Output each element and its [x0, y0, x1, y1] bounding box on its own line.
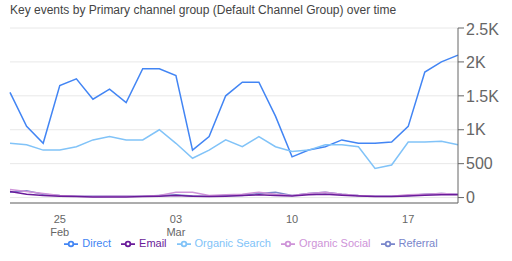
svg-text:25Feb: 25Feb [50, 213, 69, 238]
svg-text:0: 0 [466, 189, 475, 206]
svg-text:2K: 2K [466, 54, 486, 71]
html-text:Direct: Direct [82, 237, 111, 249]
svg-text:03Mar: 03Mar [166, 213, 185, 238]
svg-text:17: 17 [402, 213, 414, 225]
html-text:Key events by Primary channel: Key events by Primary channel group (Def… [10, 3, 397, 17]
html-text:Organic Search: Organic Search [194, 237, 271, 249]
svg-text:10: 10 [286, 213, 298, 225]
html-text:Email: Email [139, 237, 167, 249]
html-text:Referral: Referral [398, 237, 438, 249]
svg-text:1.5K: 1.5K [466, 88, 499, 105]
svg-text:2.5K: 2.5K [466, 21, 499, 38]
svg-text:500: 500 [466, 155, 493, 172]
html-text:Organic Social: Organic Social [299, 237, 371, 249]
svg-text:1K: 1K [466, 121, 486, 138]
